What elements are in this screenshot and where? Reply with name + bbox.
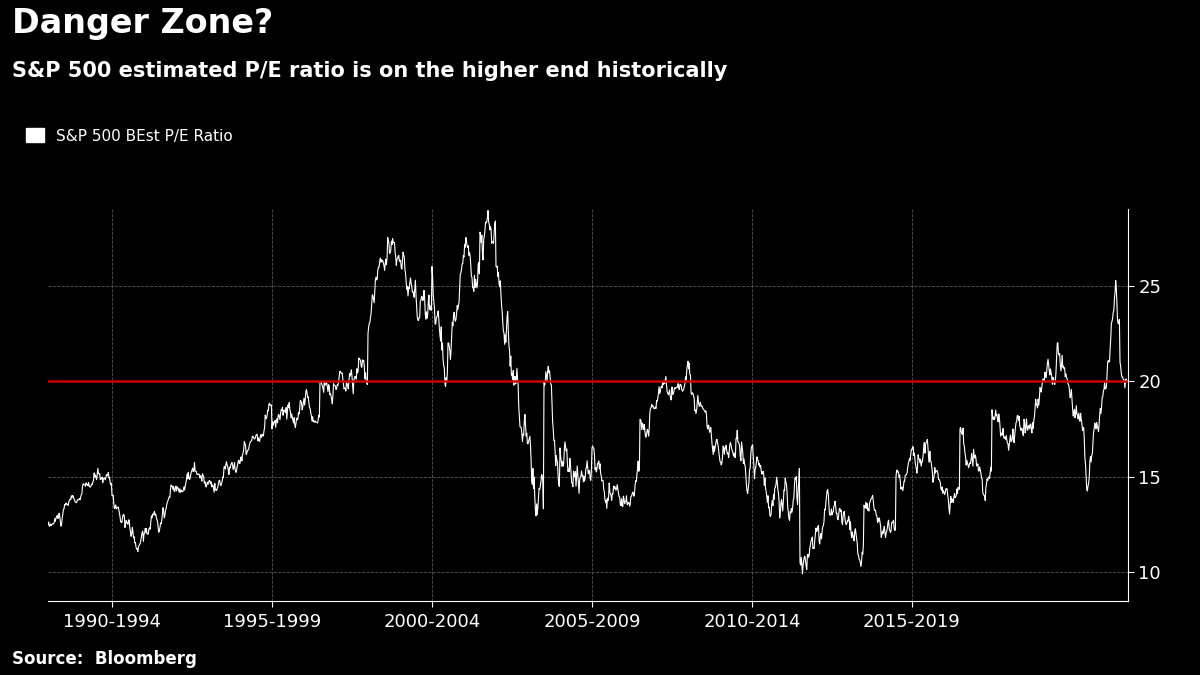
Legend: S&P 500 BEst P/E Ratio: S&P 500 BEst P/E Ratio (19, 122, 239, 150)
Text: S&P 500 estimated P/E ratio is on the higher end historically: S&P 500 estimated P/E ratio is on the hi… (12, 61, 727, 81)
Text: Danger Zone?: Danger Zone? (12, 7, 274, 40)
Text: Source:  Bloomberg: Source: Bloomberg (12, 650, 197, 668)
